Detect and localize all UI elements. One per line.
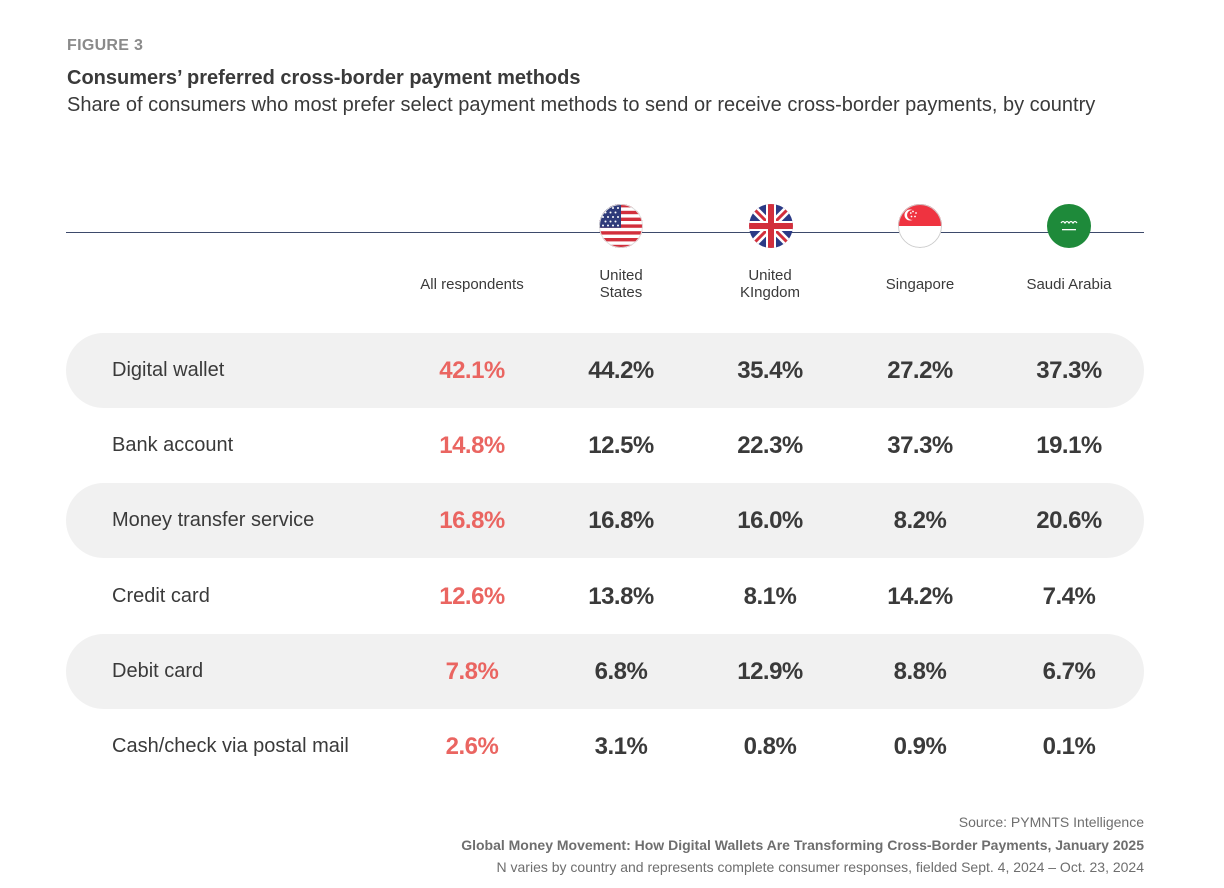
column-header-label: Saudi Arabia [1026, 276, 1112, 293]
us-flag-icon [599, 204, 643, 248]
cell-singapore: 8.2% [893, 507, 947, 534]
cell-united-kingdom: 16.0% [737, 507, 803, 534]
cell-singapore: 27.2% [887, 357, 953, 384]
cell-united-kingdom: 8.1% [743, 583, 797, 610]
source-text: Source: PYMNTS Intelligence [958, 814, 1144, 830]
cell-all-respondents: 42.1% [439, 357, 505, 384]
cell-united-kingdom: 12.9% [737, 658, 803, 685]
figure-label: FIGURE 3 [67, 37, 144, 54]
cell-all-respondents: 16.8% [439, 507, 505, 534]
row-label: Digital wallet [112, 359, 225, 381]
row-label: Credit card [112, 585, 210, 607]
table-row-debit-card: Debit card 7.8% 6.8% 12.9% 8.8% 6.7% [66, 634, 1144, 709]
column-header-label: United [748, 267, 792, 284]
methodology-note: N varies by country and represents compl… [496, 859, 1144, 875]
report-title: Global Money Movement: How Digital Walle… [461, 837, 1144, 853]
cell-united-states: 3.1% [594, 733, 648, 760]
cell-saudi-arabia: 37.3% [1036, 357, 1102, 384]
cell-saudi-arabia: 7.4% [1042, 583, 1096, 610]
singapore-flag-icon [898, 204, 942, 248]
cell-saudi-arabia: 0.1% [1042, 733, 1096, 760]
cell-saudi-arabia: 6.7% [1042, 658, 1096, 685]
row-label: Cash/check via postal mail [112, 735, 349, 757]
uk-flag-icon [749, 204, 793, 248]
cell-united-states: 13.8% [588, 583, 654, 610]
table-row-cash-check-via-postal-mail: Cash/check via postal mail 2.6% 3.1% 0.8… [66, 709, 1144, 784]
column-header-all-respondents: All respondents [402, 276, 542, 293]
row-label: Money transfer service [112, 509, 315, 531]
table-row-bank-account: Bank account 14.8% 12.5% 22.3% 37.3% 19.… [66, 408, 1144, 483]
column-header-label: All respondents [420, 276, 524, 293]
cell-saudi-arabia: 19.1% [1036, 432, 1102, 459]
table-row-credit-card: Credit card 12.6% 13.8% 8.1% 14.2% 7.4% [66, 559, 1144, 634]
cell-all-respondents: 2.6% [445, 733, 499, 760]
chart-title: Consumers’ preferred cross-border paymen… [67, 67, 581, 89]
cell-singapore: 0.9% [893, 733, 947, 760]
cell-all-respondents: 14.8% [439, 432, 505, 459]
column-header-singapore: Singapore [850, 276, 990, 293]
cell-united-states: 44.2% [588, 357, 654, 384]
table-row-digital-wallet: Digital wallet 42.1% 44.2% 35.4% 27.2% 3… [66, 333, 1144, 408]
row-label: Debit card [112, 660, 204, 682]
table-row-money-transfer-service: Money transfer service 16.8% 16.8% 16.0%… [66, 483, 1144, 558]
cell-singapore: 37.3% [887, 432, 953, 459]
column-header-label: United [599, 267, 643, 284]
column-header-label-line2: States [599, 284, 643, 301]
cell-united-states: 12.5% [588, 432, 654, 459]
column-header-saudi-arabia: Saudi Arabia [999, 276, 1139, 293]
cell-united-kingdom: 35.4% [737, 357, 803, 384]
cell-united-states: 6.8% [594, 658, 648, 685]
saudi-arabia-flag-icon [1047, 204, 1091, 248]
cell-united-states: 16.8% [588, 507, 654, 534]
column-header-united-kingdom: United KIngdom [700, 267, 840, 301]
column-header-label-line2: KIngdom [739, 284, 801, 301]
cell-saudi-arabia: 20.6% [1036, 507, 1102, 534]
row-label: Bank account [112, 434, 234, 456]
cell-singapore: 14.2% [887, 583, 953, 610]
column-header-label: Singapore [885, 276, 955, 293]
cell-all-respondents: 12.6% [439, 583, 505, 610]
cell-united-kingdom: 0.8% [743, 733, 797, 760]
chart-subtitle: Share of consumers who most prefer selec… [67, 94, 1096, 116]
cell-all-respondents: 7.8% [445, 658, 499, 685]
cell-singapore: 8.8% [893, 658, 947, 685]
column-header-united-states: United States [551, 267, 691, 301]
cell-united-kingdom: 22.3% [737, 432, 803, 459]
